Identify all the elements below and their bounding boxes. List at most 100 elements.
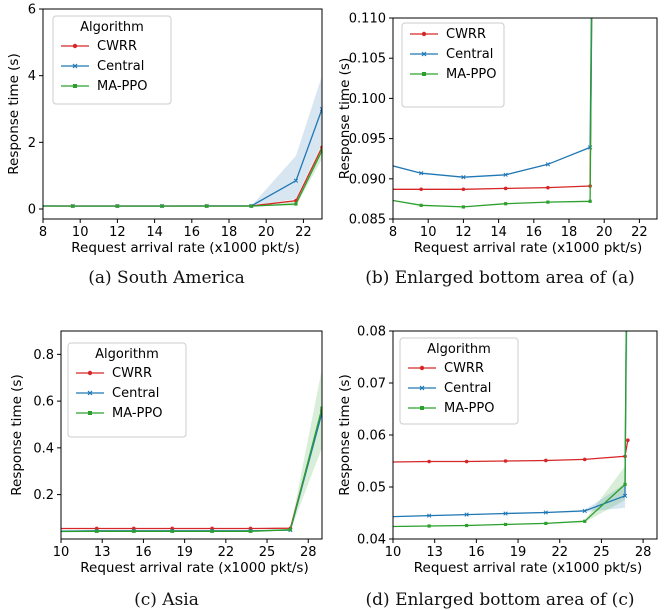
y-axis-label: Response time (s) <box>337 58 353 180</box>
y-tick-label: 0.2 <box>33 488 54 503</box>
point-ma-ppo <box>249 204 253 208</box>
plot-area <box>43 75 322 209</box>
point-ma-ppo <box>544 521 548 525</box>
legend-marker-central <box>72 63 78 69</box>
legend-label-central: Central <box>97 59 144 74</box>
caption-c: (c) Asia <box>134 590 199 610</box>
plot-area <box>393 121 630 528</box>
x-axis-label: Request arrival rate (x1000 pkt/s) <box>71 240 299 256</box>
y-tick-label: 2 <box>28 136 36 151</box>
plot-area <box>61 368 322 533</box>
point-ma-ppo <box>588 199 592 203</box>
point-central <box>503 172 508 177</box>
legend-title: Algorithm <box>80 20 144 35</box>
point-ma-ppo <box>583 519 587 523</box>
point-central <box>461 175 466 180</box>
y-axis-label: Response time (s) <box>337 374 353 496</box>
series-line-ma-ppo <box>43 150 322 207</box>
point-central <box>545 162 551 167</box>
x-tick-label: 19 <box>176 545 193 560</box>
x-tick-label: 16 <box>468 545 485 560</box>
x-tick-label: 25 <box>593 545 610 560</box>
point-ma-ppo <box>419 203 423 207</box>
point-central <box>582 508 587 514</box>
legend-title: Algorithm <box>427 342 491 357</box>
caption-a: (a) South America <box>88 268 245 288</box>
x-tick-label: 10 <box>72 225 89 240</box>
y-tick-label: 0.095 <box>349 132 386 147</box>
x-tick-label: 22 <box>295 225 312 240</box>
caption-d: (d) Enlarged bottom area of (c) <box>365 590 635 610</box>
legend-label-central: Central <box>446 47 493 62</box>
y-tick-label: 0.090 <box>349 172 386 187</box>
x-tick-label: 22 <box>551 545 568 560</box>
y-tick-label: 0.6 <box>33 395 54 410</box>
x-tick-label: 8 <box>39 225 47 240</box>
chart-panel-0: 8 10 12 14 16 18 20 22 0 2 4 6 Request arrival rate … <box>6 3 323 256</box>
x-tick-label: 10 <box>53 545 70 560</box>
point-ma-ppo <box>115 204 119 208</box>
y-tick-label: 0.8 <box>33 348 54 363</box>
point-central <box>293 178 299 183</box>
y-axis-label: Response time (s) <box>9 374 25 496</box>
point-ma-ppo <box>623 482 627 486</box>
legend-marker-ma-ppo <box>422 72 426 76</box>
point-cwrr <box>503 186 508 191</box>
legend-marker-central <box>421 51 427 57</box>
x-tick-label: 16 <box>135 545 152 560</box>
x-tick-label: 12 <box>109 225 126 240</box>
y-tick-label: 6 <box>28 3 36 18</box>
x-tick-label: 16 <box>184 225 201 240</box>
point-ma-ppo <box>465 523 469 528</box>
axes-frame <box>392 17 658 220</box>
x-tick-label: 20 <box>258 225 275 240</box>
legend-marker-cwrr <box>72 43 78 49</box>
y-tick-label: 0.06 <box>357 429 386 444</box>
point-central <box>426 513 432 518</box>
y-tick-label: 0.105 <box>349 52 386 67</box>
band-central <box>43 75 322 206</box>
x-tick-label: 8 <box>389 225 397 240</box>
point-ma-ppo <box>294 202 298 206</box>
caption-b: (b) Enlarged bottom area of (a) <box>365 268 635 288</box>
y-tick-label: 4 <box>28 69 36 84</box>
legend: CWRR Central MA-PPO <box>401 22 505 108</box>
point-ma-ppo <box>320 406 322 410</box>
x-tick-label: 19 <box>510 545 527 560</box>
series-line-ma-ppo <box>393 331 627 528</box>
point-cwrr <box>582 457 587 462</box>
band-ma-ppo <box>393 331 628 527</box>
point-central <box>464 512 469 517</box>
band-central <box>393 331 628 518</box>
legend-label-central: Central <box>444 381 491 396</box>
point-ma-ppo <box>288 528 293 532</box>
legend-marker-ma-ppo <box>88 411 92 415</box>
x-tick-label: 10 <box>420 225 437 240</box>
y-tick-label: 0.4 <box>33 441 54 456</box>
legend-label-ma-ppo: MA-PPO <box>112 406 162 421</box>
y-tick-label: 0.100 <box>349 92 386 107</box>
legend-label-cwrr: CWRR <box>446 27 486 42</box>
x-tick-label: 12 <box>455 225 472 240</box>
x-tick-label: 13 <box>426 545 443 560</box>
point-ma-ppo <box>248 529 253 533</box>
series-line-ma-ppo <box>61 407 322 533</box>
x-tick-label: 22 <box>631 225 648 240</box>
legend-marker-cwrr <box>419 365 425 371</box>
legend-marker-cwrr <box>421 31 427 37</box>
point-ma-ppo <box>95 529 99 533</box>
point-ma-ppo <box>626 121 629 124</box>
legend-label-cwrr: CWRR <box>444 361 484 376</box>
point-cwrr <box>544 458 548 463</box>
point-central <box>319 106 322 112</box>
x-tick-label: 20 <box>596 225 613 240</box>
point-cwrr <box>461 187 466 192</box>
x-tick-label: 25 <box>259 545 276 560</box>
y-axis-label: Response time (s) <box>6 53 22 175</box>
x-tick-label: 22 <box>218 545 235 560</box>
point-cwrr <box>427 459 431 464</box>
plot-area <box>393 18 593 209</box>
legend-label-ma-ppo: MA-PPO <box>97 79 147 94</box>
legend-label-cwrr: CWRR <box>97 39 137 54</box>
